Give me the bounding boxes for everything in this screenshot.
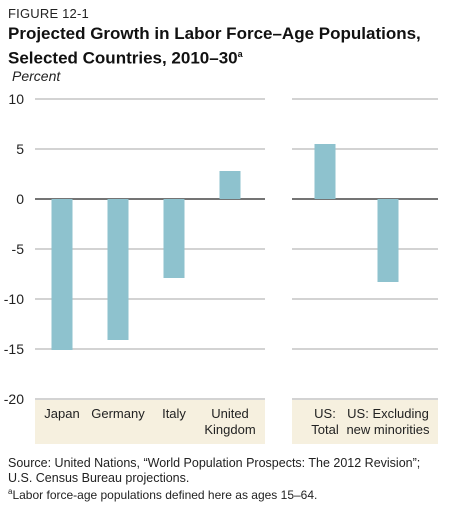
y-tick-label: -5 (12, 241, 25, 257)
category-label: Germany (91, 406, 145, 421)
bar-us-excluding-new-minorities (377, 199, 399, 282)
category-label: Japan (44, 406, 79, 421)
footnote-text: Labor force-age populations defined here… (12, 488, 318, 502)
category-label: United (211, 406, 249, 421)
y-tick-label: 10 (8, 91, 24, 107)
category-label: new minorities (346, 422, 430, 437)
category-band-2 (292, 400, 438, 444)
chart-title: Projected Growth in Labor Force–Age Popu… (8, 23, 438, 69)
category-label: Italy (162, 406, 186, 421)
bar-us-total (314, 144, 336, 199)
bar-japan (51, 199, 73, 350)
bar-united-kingdom (219, 171, 241, 199)
y-tick-label: 5 (16, 141, 24, 157)
title-footnote-marker: a (237, 49, 243, 59)
category-label: US: (314, 406, 336, 421)
chart-title-text: Projected Growth in Labor Force–Age Popu… (8, 24, 421, 68)
y-tick-label: -20 (4, 391, 24, 407)
category-label: Total (311, 422, 339, 437)
category-label: Kingdom (204, 422, 255, 437)
category-label: US: Excluding (347, 406, 429, 421)
footnote-marker: a (8, 487, 13, 496)
bar-germany (107, 199, 129, 340)
y-axis-label: Percent (12, 68, 61, 84)
y-tick-label: 0 (16, 191, 24, 207)
category-band-1 (35, 400, 265, 444)
source-note: Source: United Nations, “World Populatio… (8, 456, 421, 485)
bar-chart: 10 5 0 -5 -10 -15 -20 Japan Germany Italy UnitedKi… (4, 91, 438, 444)
y-tick-label: -10 (4, 291, 24, 307)
figure-label: FIGURE 12-1 (8, 6, 89, 21)
footnote: aLabor force-age populations defined her… (8, 487, 448, 502)
bar-italy (163, 199, 185, 278)
y-tick-label: -15 (4, 341, 24, 357)
